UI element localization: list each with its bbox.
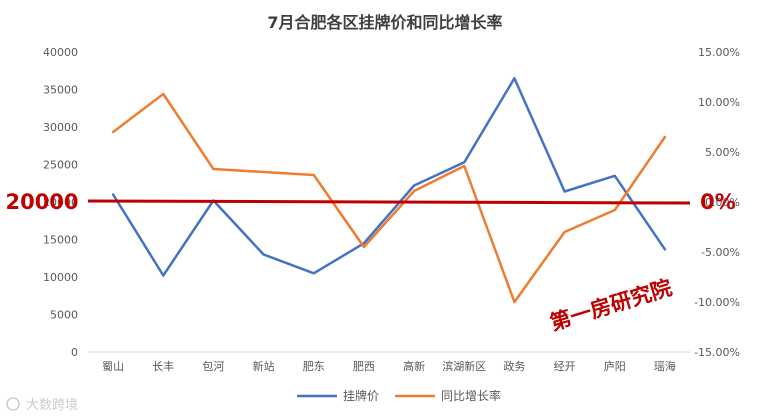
left-axis-tick-label: 0 [71, 346, 78, 359]
category-tick-label: 经开 [554, 360, 576, 373]
category-tick-label: 滨湖新区 [442, 359, 486, 373]
stamp-annotation: 第一房研究院 [547, 275, 675, 335]
series-line-0 [111, 77, 667, 277]
reference-left-label: 20000 [5, 190, 78, 214]
category-tick-label: 肥东 [303, 360, 325, 373]
category-tick-label: 包河 [202, 360, 224, 373]
left-axis-tick-label: 40000 [43, 46, 78, 59]
right-axis-tick-label: -15.00% [694, 346, 740, 359]
legend-label-yoy-growth: 同比增长率 [441, 388, 501, 403]
category-tick-label: 肥西 [353, 360, 375, 373]
watermark: 大数跨境 [6, 397, 78, 413]
reference-right-label: 0% [700, 190, 736, 214]
watermark-logo-icon [6, 397, 20, 411]
category-tick-label: 庐阳 [604, 359, 626, 373]
left-axis-tick-label: 10000 [43, 271, 78, 284]
right-axis-tick-label: 10.00% [698, 96, 740, 109]
category-tick-label: 蜀山 [102, 360, 124, 373]
left-axis-ticks: 0 5000 10000 15000 20000 25000 30000 35000 40000 [43, 46, 78, 359]
legend: 挂牌价 同比增长率 [297, 388, 501, 403]
stamp-text: 第一房研究院 [547, 275, 675, 335]
category-tick-label: 高新 [403, 359, 425, 373]
reference-line [87, 199, 691, 205]
right-axis-ticks: -15.00% -10.00% -5.00% 0.00% 5.00% 10.00% 15.0… [694, 46, 740, 359]
left-axis-tick-label: 25000 [43, 159, 78, 172]
category-tick-label: 政务 [503, 359, 525, 373]
category-tick-label: 长丰 [152, 360, 174, 373]
series-lines [111, 77, 667, 304]
chart-title: 7月合肥各区挂牌价和同比增长率 [267, 13, 502, 32]
right-axis-tick-label: 0.00% [705, 196, 740, 209]
right-axis-tick-label: 15.00% [698, 46, 740, 59]
legend-label-listing-price: 挂牌价 [343, 389, 379, 403]
right-axis-tick-label: -10.00% [694, 296, 740, 309]
left-axis-tick-label: 20000 [43, 196, 78, 209]
left-axis-tick-label: 30000 [43, 121, 78, 134]
category-axis-ticks: 蜀山 长丰 包河 新站 肥东 肥西 高新 滨湖新区 政务 经开 庐阳 瑶海 [102, 359, 676, 373]
left-axis-tick-label: 15000 [43, 234, 78, 247]
series-line-1 [111, 92, 667, 304]
reference-line-group: 20000 0% [5, 190, 735, 214]
left-axis-tick-label: 5000 [50, 309, 78, 322]
watermark-text: 大数跨境 [26, 398, 78, 413]
category-tick-label: 新站 [253, 359, 275, 373]
right-axis-tick-label: -5.00% [701, 246, 740, 259]
category-tick-label: 瑶海 [654, 359, 676, 373]
left-axis-tick-label: 35000 [43, 84, 78, 97]
right-axis-tick-label: 5.00% [705, 146, 740, 159]
